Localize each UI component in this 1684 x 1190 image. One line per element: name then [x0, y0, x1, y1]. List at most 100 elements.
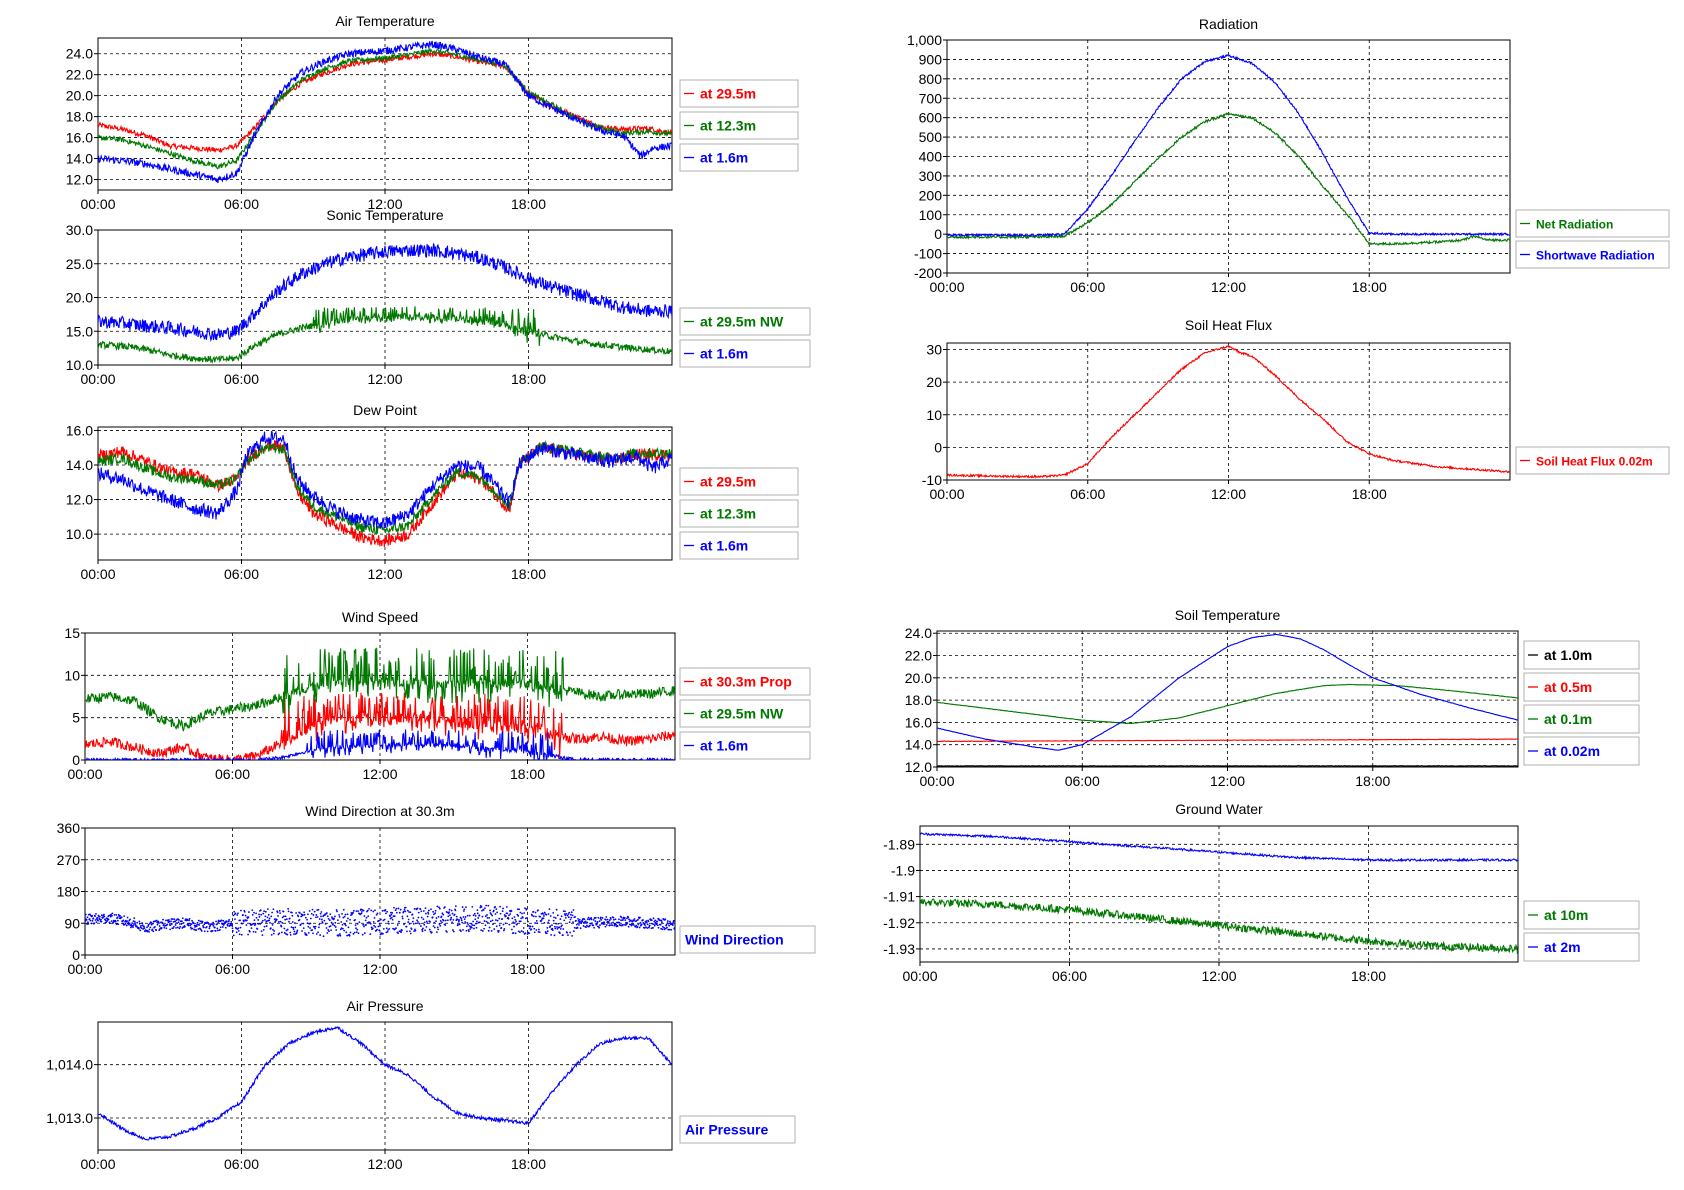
wind-direction-series-wind-direction-point — [555, 922, 558, 925]
wind-direction-series-wind-direction-point — [639, 921, 642, 924]
wind-direction-series-wind-direction-point — [435, 920, 437, 923]
wind-direction-series-wind-direction-point — [499, 905, 502, 908]
air-temperature-legend-box — [679, 79, 799, 108]
wind-direction-series-wind-direction-point — [309, 927, 311, 929]
wind-direction-series-wind-direction-point — [652, 917, 655, 920]
wind-direction-series-wind-direction-point — [328, 930, 330, 933]
wind-direction-series-wind-direction-point — [637, 923, 640, 926]
wind-direction-series-wind-direction-point — [541, 917, 544, 920]
wind-direction-series-wind-direction-point — [262, 928, 265, 931]
wind-direction-series-wind-direction-point — [433, 926, 436, 929]
wind-direction-series-wind-direction-point — [553, 934, 556, 937]
wind-direction-series-wind-direction-point — [669, 922, 672, 924]
radiation-title: Radiation — [1199, 16, 1258, 32]
wind-direction-series-wind-direction-point — [349, 918, 351, 921]
wind-direction-series-wind-direction-point — [260, 930, 263, 933]
wind-direction-series-wind-direction-point — [370, 926, 373, 929]
wind-direction-series-wind-direction-point — [316, 916, 319, 918]
wind-direction-series-wind-direction-point — [486, 914, 488, 916]
wind-direction-series-wind-direction-point — [536, 922, 539, 925]
wind-direction-series-wind-direction-point — [593, 926, 595, 929]
wind-direction-series-wind-direction-point — [386, 930, 389, 933]
wind-direction-series-wind-direction-point — [269, 927, 272, 930]
wind-direction-series-wind-direction-point — [609, 924, 611, 927]
wind-direction-series-wind-direction-point — [389, 915, 392, 918]
wind-direction-series-wind-direction-point — [467, 923, 469, 926]
wind-direction-series-wind-direction-point — [358, 921, 361, 924]
wind-direction-series-wind-direction-point — [514, 918, 517, 921]
wind-direction-series-wind-direction-point — [173, 918, 176, 920]
wind-direction-series-wind-direction-point — [206, 930, 209, 933]
wind-direction-xtick-label: 18:00 — [510, 961, 545, 977]
dew-point-title: Dew Point — [353, 402, 417, 418]
wind-direction-series-wind-direction-point — [353, 931, 356, 934]
wind-direction-series-wind-direction-point — [134, 924, 137, 926]
wind-direction-series-wind-direction-point — [476, 909, 479, 912]
wind-direction-series-wind-direction-point — [475, 926, 478, 929]
wind-direction-series-wind-direction-point — [612, 918, 615, 921]
wind-direction-series-wind-direction-point — [261, 919, 264, 922]
sonic-temperature-series-at-1-6m — [98, 242, 672, 343]
wind-direction-series-wind-direction-point — [515, 920, 518, 923]
wind-direction-series-wind-direction-point — [524, 907, 526, 910]
wind-direction-series-wind-direction-point — [542, 913, 544, 915]
wind-direction-series-wind-direction-point — [484, 915, 487, 918]
wind-direction-series-wind-direction-point — [100, 914, 103, 917]
wind-direction-series-wind-direction-point — [387, 920, 390, 923]
dew-point-legend-box — [679, 467, 799, 496]
air-temperature-ytick-label: 24.0 — [66, 46, 93, 62]
wind-direction-series-wind-direction-point — [478, 921, 481, 924]
wind-direction-series-wind-direction-point — [257, 919, 260, 921]
wind-direction-series-wind-direction-point — [391, 911, 394, 914]
wind-direction-series-wind-direction-point — [518, 908, 520, 911]
wind-direction-series-wind-direction-point — [429, 921, 432, 923]
wind-direction-series-wind-direction-point — [85, 913, 87, 916]
wind-direction-series-wind-direction-point — [280, 931, 283, 934]
wind-direction-series-wind-direction-point — [162, 918, 164, 921]
wind-direction-series-wind-direction-point — [670, 928, 673, 931]
wind-direction-series-wind-direction-point — [263, 910, 266, 913]
wind-direction-series-wind-direction-point — [177, 921, 180, 924]
wind-direction-series-wind-direction-point — [620, 916, 623, 919]
wind-direction-series-wind-direction-point — [376, 912, 379, 915]
wind-direction-series-wind-direction-point — [232, 934, 235, 937]
wind-direction-series-wind-direction-point — [170, 920, 172, 923]
wind-direction-series-wind-direction-point — [470, 926, 473, 929]
wind-direction-series-wind-direction-point — [378, 929, 381, 932]
wind-direction-series-wind-direction-point — [111, 912, 114, 915]
radiation-xtick-label: 00:00 — [929, 279, 964, 295]
wind-direction-series-wind-direction-point — [150, 921, 153, 924]
wind-direction-series-wind-direction-point — [388, 927, 391, 930]
sonic-temperature-series-at-29-5m-nw — [98, 306, 672, 364]
wind-speed-title: Wind Speed — [342, 609, 418, 625]
wind-direction-series-wind-direction-point — [309, 917, 312, 920]
wind-direction-series-wind-direction-point — [334, 915, 336, 918]
wind-direction-series-wind-direction-point — [110, 913, 113, 916]
soil-heat-flux-ytick-label: -10 — [922, 472, 942, 488]
sonic-temperature-legend-item: at 1.6m — [679, 339, 811, 368]
wind-direction-series-wind-direction-point — [656, 920, 659, 923]
wind-direction-series-wind-direction-point — [320, 911, 323, 913]
wind-direction-series-wind-direction-point — [481, 915, 484, 918]
wind-direction-series-wind-direction-point — [352, 911, 354, 914]
wind-direction-series-wind-direction-point — [645, 921, 648, 924]
wind-direction-series-wind-direction-point — [422, 927, 424, 930]
wind-direction-series-wind-direction-point — [654, 919, 657, 922]
soil-temperature-series-at-0-5m — [937, 738, 1518, 743]
wind-direction-series-wind-direction-point — [433, 921, 436, 924]
wind-direction-series-wind-direction-point — [434, 912, 437, 915]
wind-direction-series-wind-direction-point — [302, 927, 305, 930]
wind-direction-series-wind-direction-point — [323, 919, 326, 922]
wind-direction-series-wind-direction-point — [588, 924, 591, 927]
wind-direction-series-wind-direction-point — [239, 926, 242, 929]
wind-direction-series-wind-direction-point — [427, 911, 429, 914]
wind-direction-series-wind-direction-point — [365, 916, 368, 919]
wind-direction-series-wind-direction-point — [242, 920, 245, 923]
wind-direction-series-wind-direction-point — [603, 923, 606, 925]
wind-direction-series-wind-direction-point — [94, 915, 97, 917]
soil-temperature-legend-box — [1523, 672, 1640, 702]
wind-direction-series-wind-direction-point — [590, 918, 593, 921]
wind-direction-series-wind-direction-point — [571, 914, 574, 917]
wind-direction-series-wind-direction-point — [612, 916, 615, 919]
wind-direction-series-wind-direction-point — [311, 929, 314, 931]
